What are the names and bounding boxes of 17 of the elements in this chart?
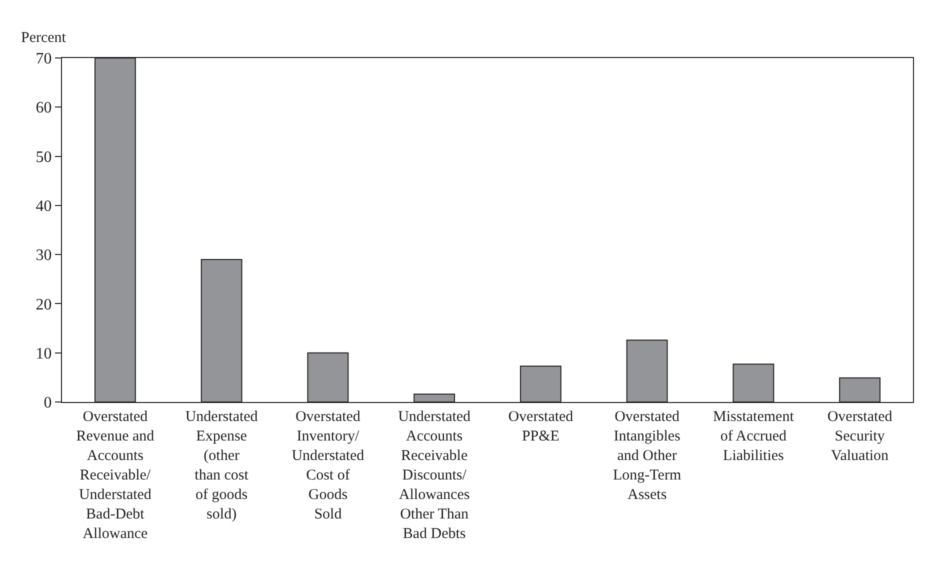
x-tick-label: Overstated Inventory/ Understated Cost of Goods Sold [292, 409, 365, 522]
y-tick-label: 20 [36, 296, 52, 314]
x-tick-label: Overstated Revenue and Accounts Receivable/ Understated Bad-Debt Allowance [76, 409, 155, 542]
y-tick-label: 10 [36, 345, 52, 362]
x-tick-label: Understated Expense (other than cost of goods sold) [185, 409, 258, 522]
y-tick-label: 70 [36, 50, 52, 68]
y-tick-label: 30 [36, 247, 52, 264]
y-axis-title: Percent [21, 30, 67, 46]
x-tick-label: Overstated PP&E [508, 409, 574, 444]
y-tick-label: 0 [44, 394, 52, 412]
x-tick-label: Overstated Security Valuation [827, 409, 893, 464]
x-tick-label: Overstated Intangibles and Other Long-Term Assets [613, 409, 682, 503]
y-tick-label: 50 [36, 148, 52, 166]
x-tick-label: Misstatement of Accrued Liabilities [713, 409, 795, 464]
x-tick-label: Understated Accounts Receivable Discounts/ Allowances Other Than Bad Debts [398, 409, 472, 542]
y-tick-label: 40 [36, 198, 52, 216]
y-tick-label: 60 [36, 100, 52, 117]
